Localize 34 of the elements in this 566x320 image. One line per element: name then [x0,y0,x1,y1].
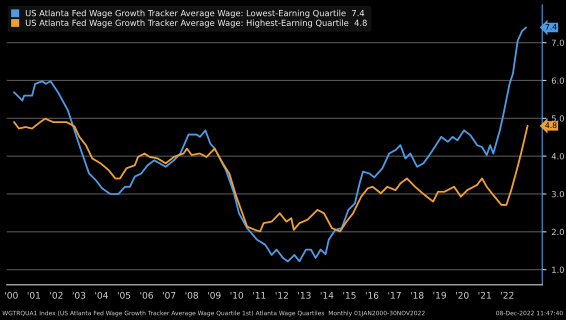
x-tick-label: '07 [163,292,176,299]
y-tick-label: 6.0 [552,77,564,84]
y-tick-label: 2.0 [552,228,564,236]
legend-label: US Atlanta Fed Wage Growth Tracker Average Wage: Highest-Earning Quartile 4.8 [26,20,367,28]
x-tick-label: '11 [253,292,266,299]
x-tick-label: '16 [366,292,378,299]
x-tick-label: '00 [5,292,18,299]
x-tick-label: '21 [478,292,491,299]
legend-label: US Atlanta Fed Wage Growth Tracker Average Wage: Lowest-Earning Quartile 7.4 [26,10,364,18]
x-tick-label: '19 [434,292,446,299]
y-tick-label: 7.0 [552,40,564,46]
y-tick-label: 5.0 [552,115,564,122]
x-tick-label: '20 [456,292,469,299]
x-tick-label: '02 [50,292,62,299]
x-tick-label: '01 [28,292,40,299]
line-series [13,26,527,262]
x-tick-label: '17 [388,292,401,299]
x-tick-label: '05 [118,292,130,299]
x-tick-label: '14 [320,292,334,299]
y-tick-label: 3.0 [552,190,564,198]
x-tick-label: '22 [501,292,514,299]
y-tick-label: 1.0 [552,266,564,273]
x-tick-label: '13 [298,292,311,299]
line-series [13,118,528,232]
x-tick-label: '06 [140,292,153,299]
x-tick-label: '15 [343,292,356,299]
x-tick-label: '03 [72,292,86,299]
x-tick-label: '08 [186,292,198,299]
x-tick-label: '10 [230,292,244,299]
x-tick-label: '12 [276,292,288,299]
x-tick-label: '09 [208,292,221,299]
x-tick-label: '18 [410,292,424,299]
x-tick-label: '04 [95,292,108,299]
y-tick-label: 4.0 [552,153,564,160]
